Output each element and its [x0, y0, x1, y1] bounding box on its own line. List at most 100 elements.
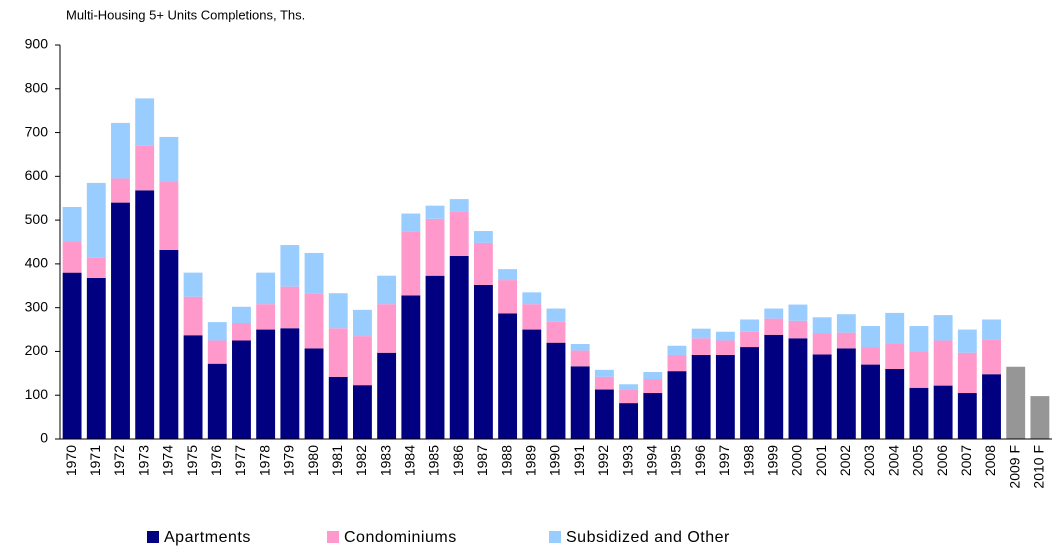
- y-tick-label: 700: [25, 123, 49, 139]
- x-tick-label: 1982: [353, 445, 369, 476]
- bar-segment: [594, 369, 614, 377]
- bar-segment: [836, 314, 856, 333]
- bar-segment: [812, 354, 832, 439]
- bar-segment: [401, 231, 421, 296]
- x-tick-label: 1984: [402, 445, 418, 476]
- y-tick-label: 300: [25, 298, 49, 314]
- x-tick-label: 1992: [595, 445, 611, 476]
- bar-segment: [159, 249, 179, 439]
- x-tick-label: 2009 F: [1006, 445, 1022, 489]
- bar-segment: [449, 199, 469, 212]
- bar-segment: [982, 374, 1001, 439]
- x-tick-label: 1970: [63, 445, 79, 476]
- bar-segment: [715, 354, 735, 439]
- bar-segment: [473, 242, 493, 285]
- bar-segment: [86, 277, 106, 439]
- x-tick-label: 2006: [934, 445, 950, 476]
- bar-segment: [885, 368, 905, 439]
- legend-swatch: [147, 531, 159, 543]
- x-tick-label: 1988: [498, 445, 514, 476]
- bar-segment: [377, 352, 397, 439]
- bar-segment: [304, 252, 324, 294]
- bar-segment: [256, 304, 276, 330]
- bar-segment: [232, 322, 251, 341]
- bar-segment: [933, 385, 953, 439]
- bar-segment: [594, 389, 614, 439]
- x-tick-label: 1973: [135, 445, 151, 476]
- x-tick-label: 1999: [764, 445, 780, 476]
- bar-segment: [861, 364, 880, 439]
- bar-segment: [256, 329, 276, 439]
- bar-segment: [207, 363, 227, 439]
- x-tick-label: 1971: [87, 445, 103, 476]
- bar-segment: [909, 326, 929, 352]
- bar-segment: [909, 351, 929, 388]
- x-tick-label: 1990: [547, 445, 563, 476]
- bar-segment: [425, 218, 445, 276]
- x-tick-label: 1987: [474, 445, 490, 476]
- bar-segment: [570, 350, 590, 367]
- bar-segment: [353, 336, 372, 386]
- x-tick-label: 2000: [789, 445, 805, 476]
- bar-segment: [256, 272, 276, 305]
- bar-segment: [111, 178, 130, 203]
- bar-segment: [280, 286, 300, 329]
- bar-segment: [401, 213, 421, 232]
- bar-segment: [183, 272, 203, 297]
- x-tick-label: 1997: [716, 445, 732, 476]
- bar-segment: [328, 376, 348, 439]
- bar-segment: [957, 393, 977, 439]
- legend-label: Subsidized and Other: [566, 529, 730, 546]
- bar-segment: [691, 354, 711, 439]
- bar-segment: [667, 371, 687, 439]
- bar-segment: [86, 182, 106, 258]
- bar-segment: [764, 334, 784, 439]
- x-tick-label: 2002: [837, 445, 853, 476]
- bar-segment: [836, 348, 856, 439]
- bar-segment: [885, 343, 905, 369]
- bar-segment: [522, 292, 542, 305]
- bar-segment: [159, 136, 179, 183]
- bar-segment: [788, 320, 808, 339]
- bar-segment: [377, 275, 397, 305]
- bar-segment: [232, 340, 251, 439]
- bar-segment: [836, 332, 856, 349]
- x-tick-label: 1986: [450, 445, 466, 476]
- bar-segment: [498, 280, 518, 314]
- bar-segment: [691, 338, 711, 355]
- bar-segment: [715, 331, 735, 341]
- x-tick-label: 1974: [160, 445, 176, 476]
- bar-segment: [570, 344, 590, 351]
- bar-segment: [473, 284, 493, 439]
- bar-segment: [304, 293, 324, 349]
- x-tick-label: 1979: [281, 445, 297, 476]
- bar-segment: [425, 275, 445, 439]
- bar-segment: [812, 317, 832, 334]
- bar-segment: [377, 304, 397, 353]
- bar-segment: [957, 352, 977, 394]
- x-tick-label: 1991: [571, 445, 587, 476]
- bar-segment: [280, 245, 300, 287]
- bar-segment: [353, 309, 372, 337]
- bar-segment: [740, 331, 759, 348]
- legend-label: Apartments: [164, 529, 251, 546]
- bar-segment: [885, 312, 905, 344]
- bar-segment: [522, 304, 542, 330]
- bar-segment: [401, 295, 421, 439]
- bar-segment: [619, 384, 639, 390]
- bar-segment: [957, 329, 977, 353]
- x-tick-label: 2005: [910, 445, 926, 476]
- x-tick-label: 1989: [523, 445, 539, 476]
- bar-segment: [667, 354, 687, 372]
- bar-segment: [619, 403, 639, 439]
- bar-segment: [715, 340, 735, 355]
- bar-segment: [1030, 396, 1050, 439]
- y-tick-label: 200: [25, 342, 49, 358]
- x-tick-label: 1977: [232, 445, 248, 476]
- bar-segment: [449, 256, 469, 439]
- bar-segment: [183, 296, 203, 336]
- bar-segment: [546, 308, 566, 322]
- bar-segment: [498, 269, 518, 281]
- bar-segment: [933, 315, 953, 341]
